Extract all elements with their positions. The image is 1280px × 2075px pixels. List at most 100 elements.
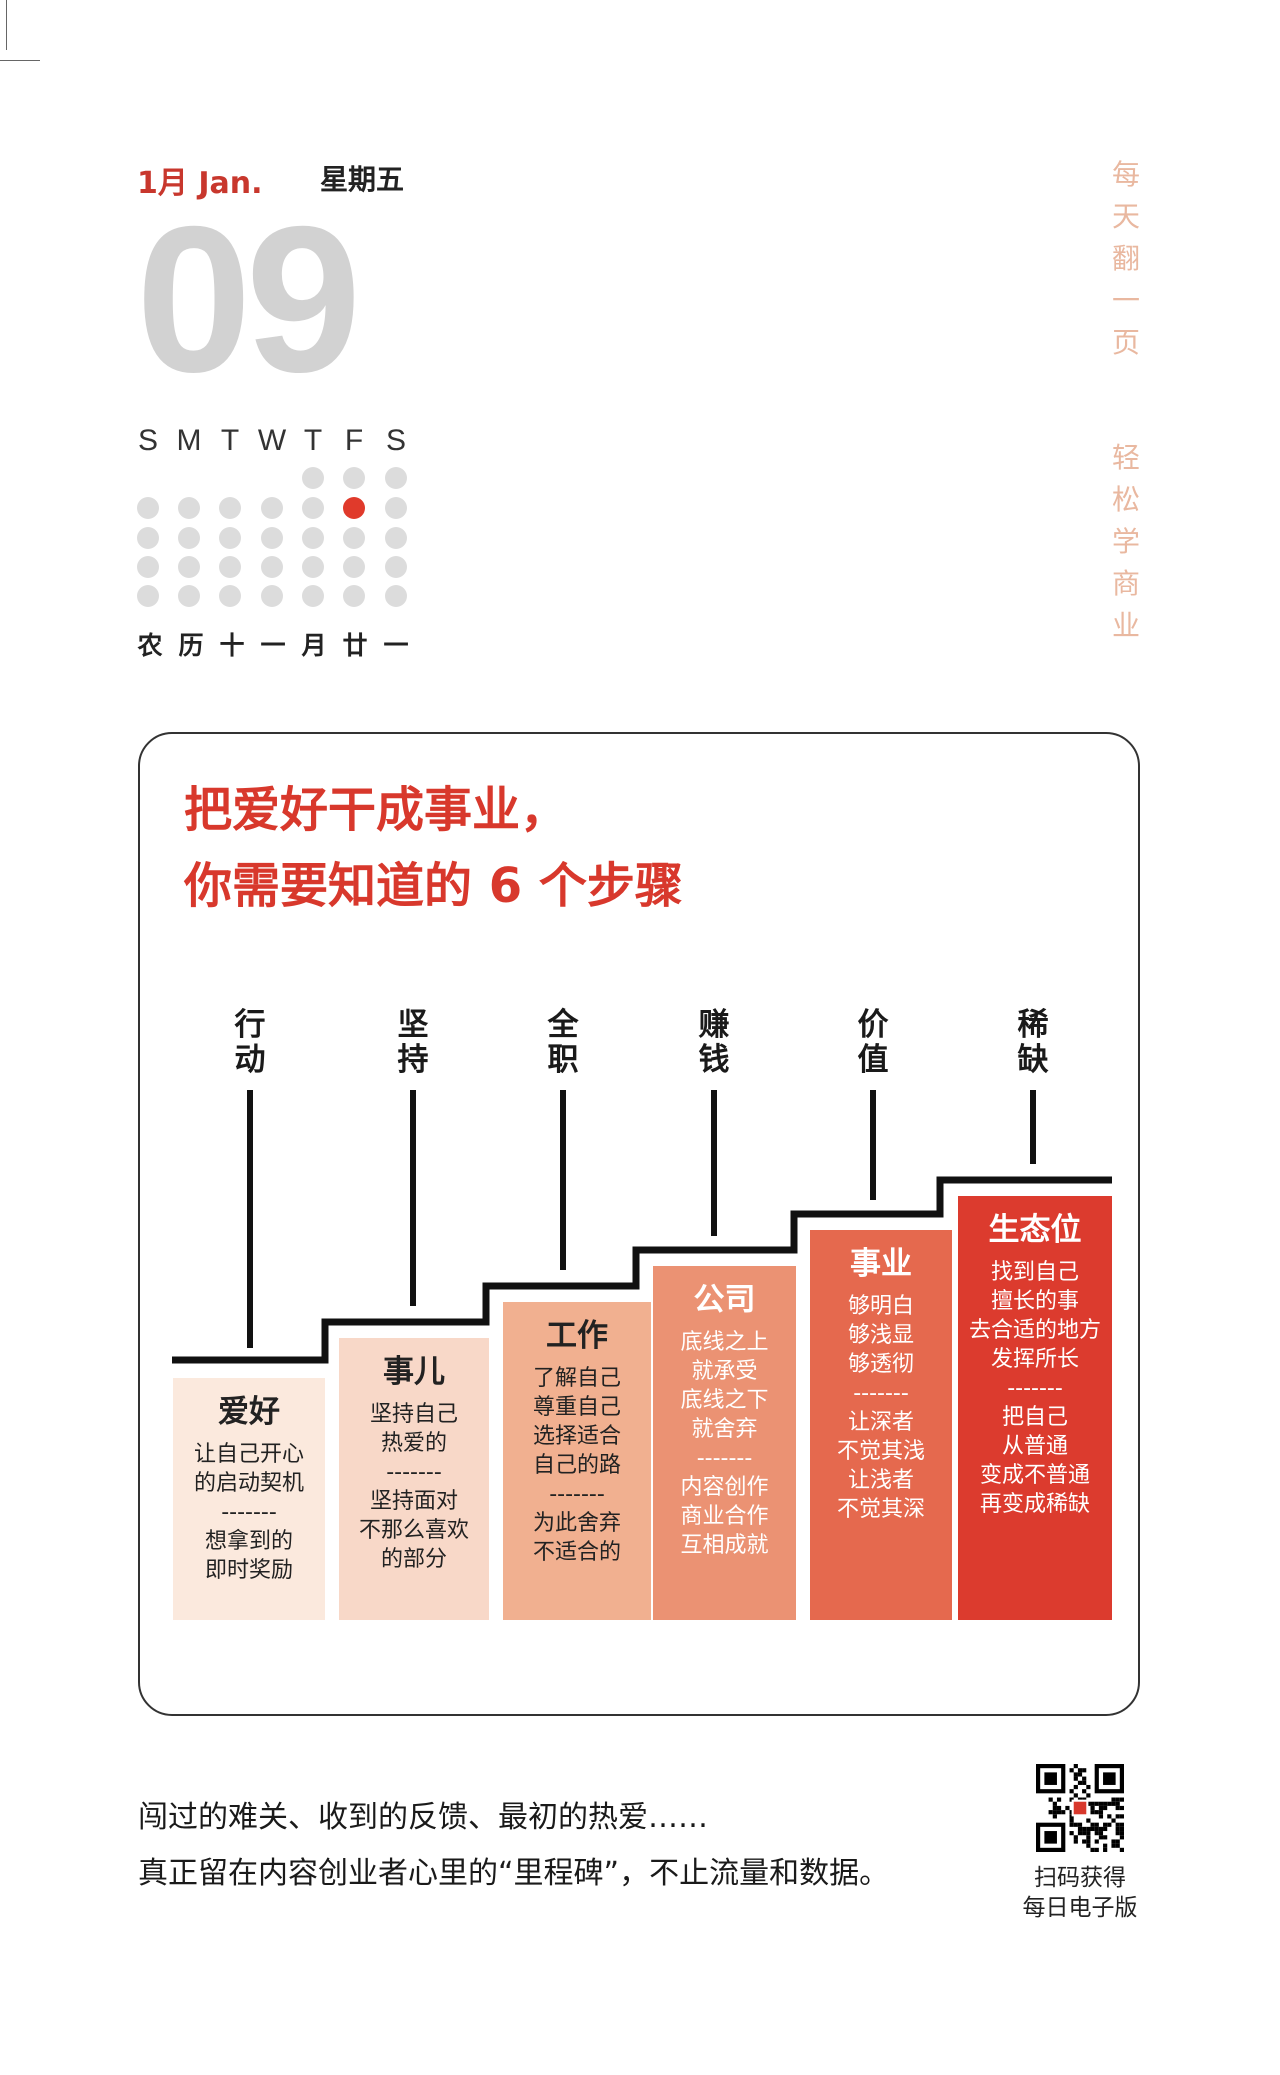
calendar-day-dot bbox=[302, 585, 324, 607]
step-description-line: 的启动契机 bbox=[193, 1471, 304, 1496]
step-description: 让自己开心 的启动契机 ------- 想拿到的 即时奖励 bbox=[173, 1440, 325, 1585]
slogan-char: 学 bbox=[1111, 525, 1140, 558]
qr-label-line1: 扫码获得 bbox=[1034, 1865, 1126, 1891]
weekday-initial: F bbox=[344, 424, 364, 457]
step-description-line: 内容创作 bbox=[680, 1475, 769, 1500]
calendar-day-dot bbox=[343, 585, 365, 607]
slogan-char: 商 bbox=[1111, 567, 1140, 600]
crop-mark-top-right bbox=[0, 50, 40, 61]
step-label-char: 坚 bbox=[397, 1007, 429, 1043]
card-title-line2: 你需要知道的 6 个步骤 bbox=[184, 858, 683, 914]
step-description-line: ------- bbox=[1007, 1376, 1063, 1401]
calendar-day-dot bbox=[385, 497, 407, 519]
lunar-char: 月 bbox=[301, 631, 327, 660]
step-label-char: 赚 bbox=[698, 1007, 730, 1043]
calendar-day-dot bbox=[219, 527, 241, 549]
day-number: 09 bbox=[136, 184, 361, 416]
step-description-line: 了解自己 bbox=[532, 1366, 621, 1391]
weekday-initial: W bbox=[257, 424, 287, 457]
step-label-char: 全 bbox=[547, 1007, 579, 1043]
step-description: 了解自己 尊重自己 选择适合 自己的路 ------- 为此舍弃 不适合的 bbox=[503, 1364, 651, 1567]
step-description-line: 变成不普通 bbox=[979, 1463, 1090, 1488]
calendar-day-dot bbox=[261, 585, 283, 607]
slogan-char: 业 bbox=[1111, 609, 1140, 642]
calendar-day-dot bbox=[261, 556, 283, 578]
step-description-line: 够透彻 bbox=[847, 1352, 914, 1377]
step-description: 底线之上 就承受 底线之下 就舍弃 ------- 内容创作 商业合作 互相成就 bbox=[653, 1328, 796, 1560]
step-description-line: 选择适合 bbox=[532, 1424, 621, 1449]
step-description-line: 自己的路 bbox=[532, 1453, 621, 1478]
step-description-line: 找到自己 bbox=[990, 1260, 1079, 1285]
calendar-day-dot bbox=[385, 527, 407, 549]
crop-mark-top-left bbox=[0, 0, 7, 50]
step-label-char: 钱 bbox=[698, 1042, 730, 1078]
step-label-char: 行 bbox=[234, 1007, 266, 1043]
step-description-line: 商业合作 bbox=[680, 1504, 769, 1529]
step-box-bg bbox=[810, 1230, 952, 1620]
lunar-char: 一 bbox=[383, 631, 409, 660]
step-title: 公司 bbox=[693, 1282, 756, 1318]
step-description-line: 让自己开心 bbox=[193, 1442, 304, 1467]
step-description-line: 不那么喜欢 bbox=[358, 1518, 469, 1543]
step-label-char: 缺 bbox=[1017, 1042, 1049, 1078]
calendar-day-dot bbox=[343, 527, 365, 549]
step-description: 坚持自己 热爱的 ------- 坚持面对 不那么喜欢 的部分 bbox=[339, 1400, 489, 1574]
step-description: 够明白 够浅显 够透彻 ------- 让深者 不觉其浅 让浅者 不觉其深 bbox=[810, 1292, 952, 1524]
slogan-char: 松 bbox=[1111, 483, 1140, 516]
step-description-line: 不适合的 bbox=[532, 1540, 621, 1565]
calendar-day-dot bbox=[385, 585, 407, 607]
slogan-char: 天 bbox=[1111, 200, 1140, 233]
weekday-initial: S bbox=[385, 424, 406, 457]
calendar-day-dot bbox=[302, 467, 324, 489]
step-label-char: 稀 bbox=[1017, 1007, 1049, 1043]
step-description-line: 去合适的地方 bbox=[968, 1318, 1101, 1343]
step-description-line: 尊重自己 bbox=[532, 1395, 621, 1420]
step-box-bg bbox=[958, 1196, 1112, 1620]
step-title: 事业 bbox=[850, 1246, 912, 1282]
calendar-day-dot bbox=[178, 527, 200, 549]
footer-line1: 闯过的难关、收到的反馈、最初的热爱…… bbox=[138, 1800, 708, 1835]
calendar-day-dot bbox=[178, 585, 200, 607]
step-description-line: 就承受 bbox=[691, 1359, 758, 1384]
step-description-line: ------- bbox=[696, 1446, 753, 1471]
slogan-char: 一 bbox=[1111, 284, 1140, 317]
step-description-line: 让深者 bbox=[847, 1410, 914, 1435]
step-label: 稀缺 bbox=[1013, 1008, 1053, 1078]
lunar-char: 廿 bbox=[342, 631, 368, 660]
step-description-line: 为此舍弃 bbox=[532, 1511, 621, 1536]
step-description-line: 把自己 bbox=[1001, 1405, 1068, 1430]
step-box-bg bbox=[173, 1378, 325, 1620]
slogan-char: 翻 bbox=[1111, 242, 1140, 275]
calendar-day-dot bbox=[343, 556, 365, 578]
weekday-initial: T bbox=[303, 424, 323, 457]
step-label: 价值 bbox=[853, 1008, 893, 1078]
step-description-line: 坚持面对 bbox=[369, 1489, 458, 1514]
step-label: 坚持 bbox=[393, 1008, 433, 1078]
step-box: 工作 了解自己 尊重自己 选择适合 自己的路 ------- 为此舍弃 不适合的 bbox=[503, 1302, 651, 1567]
step-description-line: 想拿到的 bbox=[204, 1529, 293, 1554]
qr-code[interactable] bbox=[1036, 1764, 1124, 1852]
step-description-line: 让浅者 bbox=[847, 1468, 914, 1493]
step-description-line: 发挥所长 bbox=[990, 1347, 1079, 1372]
step-description-line: 擅长的事 bbox=[990, 1289, 1079, 1314]
step-label: 行动 bbox=[230, 1008, 270, 1078]
step-label-char: 价 bbox=[857, 1007, 889, 1043]
step-description: 找到自己 擅长的事 去合适的地方 发挥所长 ------- 把自己 从普通 变成不普通 再变成稀… bbox=[958, 1258, 1112, 1519]
calendar-day-dot bbox=[137, 497, 159, 519]
step-description-line: 不觉其深 bbox=[836, 1497, 925, 1522]
step-box-bg bbox=[339, 1338, 489, 1620]
calendar-day-dot bbox=[261, 527, 283, 549]
calendar-day-dot bbox=[302, 556, 324, 578]
calendar-day-dot bbox=[385, 556, 407, 578]
slogan-char: 页 bbox=[1111, 326, 1140, 359]
weekday-initial: M bbox=[176, 424, 202, 457]
step-description-line: 不觉其浅 bbox=[836, 1439, 925, 1464]
lunar-char: 农 bbox=[137, 631, 163, 660]
step-description-line: 即时奖励 bbox=[204, 1558, 293, 1583]
step-description-line: 够浅显 bbox=[847, 1323, 914, 1348]
lunar-char: 历 bbox=[178, 631, 204, 660]
calendar-day-dot bbox=[302, 527, 324, 549]
lunar-char: 一 bbox=[260, 631, 286, 660]
step-label-char: 动 bbox=[234, 1042, 266, 1078]
